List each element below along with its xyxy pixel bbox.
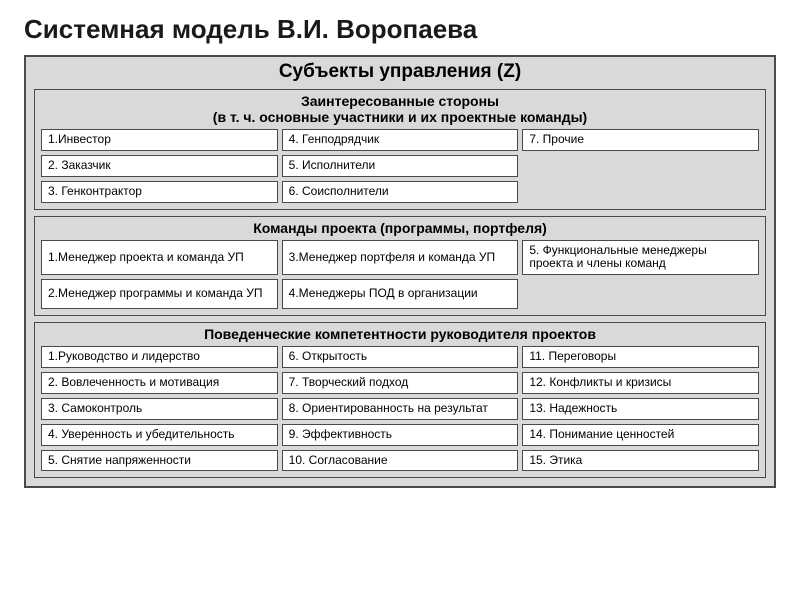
- stakeholders-grid: 1.Инвестор 4. Генподрядчик 7. Прочие 2. …: [41, 129, 759, 202]
- stakeholders-cell: 5. Исполнители: [282, 155, 519, 177]
- section-competencies-header: Поведенческие компетентности руководител…: [41, 323, 759, 346]
- stakeholders-cell: 4. Генподрядчик: [282, 129, 519, 151]
- section-stakeholders-header: Заинтересованные стороны (в т. ч. основн…: [41, 90, 759, 129]
- stakeholders-cell: 7. Прочие: [522, 129, 759, 151]
- competencies-cell: 14. Понимание ценностей: [522, 424, 759, 446]
- stakeholders-cell-empty: [522, 181, 759, 203]
- competencies-cell: 7. Творческий подход: [282, 372, 519, 394]
- competencies-cell: 13. Надежность: [522, 398, 759, 420]
- stakeholders-cell-empty: [522, 155, 759, 177]
- competencies-cell: 4. Уверенность и убедительность: [41, 424, 278, 446]
- competencies-cell: 5. Снятие напряженности: [41, 450, 278, 472]
- stakeholders-cell: 6. Соисполнители: [282, 181, 519, 203]
- competencies-cell: 8. Ориентированность на результат: [282, 398, 519, 420]
- stakeholders-header-line1: Заинтересованные стороны: [301, 93, 499, 109]
- section-competencies: Поведенческие компетентности руководител…: [34, 322, 766, 478]
- competencies-grid: 1.Руководство и лидерство 6. Открытость …: [41, 346, 759, 471]
- section-teams-header: Команды проекта (программы, портфеля): [41, 217, 759, 240]
- stakeholders-header-line2: (в т. ч. основные участники и их проектн…: [213, 109, 587, 125]
- stakeholders-cell: 1.Инвестор: [41, 129, 278, 151]
- competencies-cell: 3. Самоконтроль: [41, 398, 278, 420]
- competencies-cell: 9. Эффективность: [282, 424, 519, 446]
- competencies-cell: 10. Согласование: [282, 450, 519, 472]
- page-title: Системная модель В.И. Воропаева: [24, 14, 776, 45]
- competencies-cell: 15. Этика: [522, 450, 759, 472]
- competencies-cell: 1.Руководство и лидерство: [41, 346, 278, 368]
- competencies-cell: 2. Вовлеченность и мотивация: [41, 372, 278, 394]
- section-teams: Команды проекта (программы, портфеля) 1.…: [34, 216, 766, 317]
- stakeholders-cell: 3. Генконтрактор: [41, 181, 278, 203]
- competencies-cell: 6. Открытость: [282, 346, 519, 368]
- teams-cell: 5. Функциональные менеджеры проекта и чл…: [522, 240, 759, 276]
- stakeholders-cell: 2. Заказчик: [41, 155, 278, 177]
- panel-title: Субъекты управления (Z): [34, 57, 766, 89]
- teams-cell: 2.Менеджер программы и команда УП: [41, 279, 278, 309]
- competencies-cell: 12. Конфликты и кризисы: [522, 372, 759, 394]
- teams-cell: 4.Менеджеры ПОД в организации: [282, 279, 519, 309]
- section-stakeholders: Заинтересованные стороны (в т. ч. основн…: [34, 89, 766, 210]
- teams-cell: 1.Менеджер проекта и команда УП: [41, 240, 278, 276]
- competencies-cell: 11. Переговоры: [522, 346, 759, 368]
- main-panel: Субъекты управления (Z) Заинтересованные…: [24, 55, 776, 488]
- teams-grid: 1.Менеджер проекта и команда УП 3.Менедж…: [41, 240, 759, 310]
- teams-cell: 3.Менеджер портфеля и команда УП: [282, 240, 519, 276]
- teams-cell-empty: [522, 279, 759, 309]
